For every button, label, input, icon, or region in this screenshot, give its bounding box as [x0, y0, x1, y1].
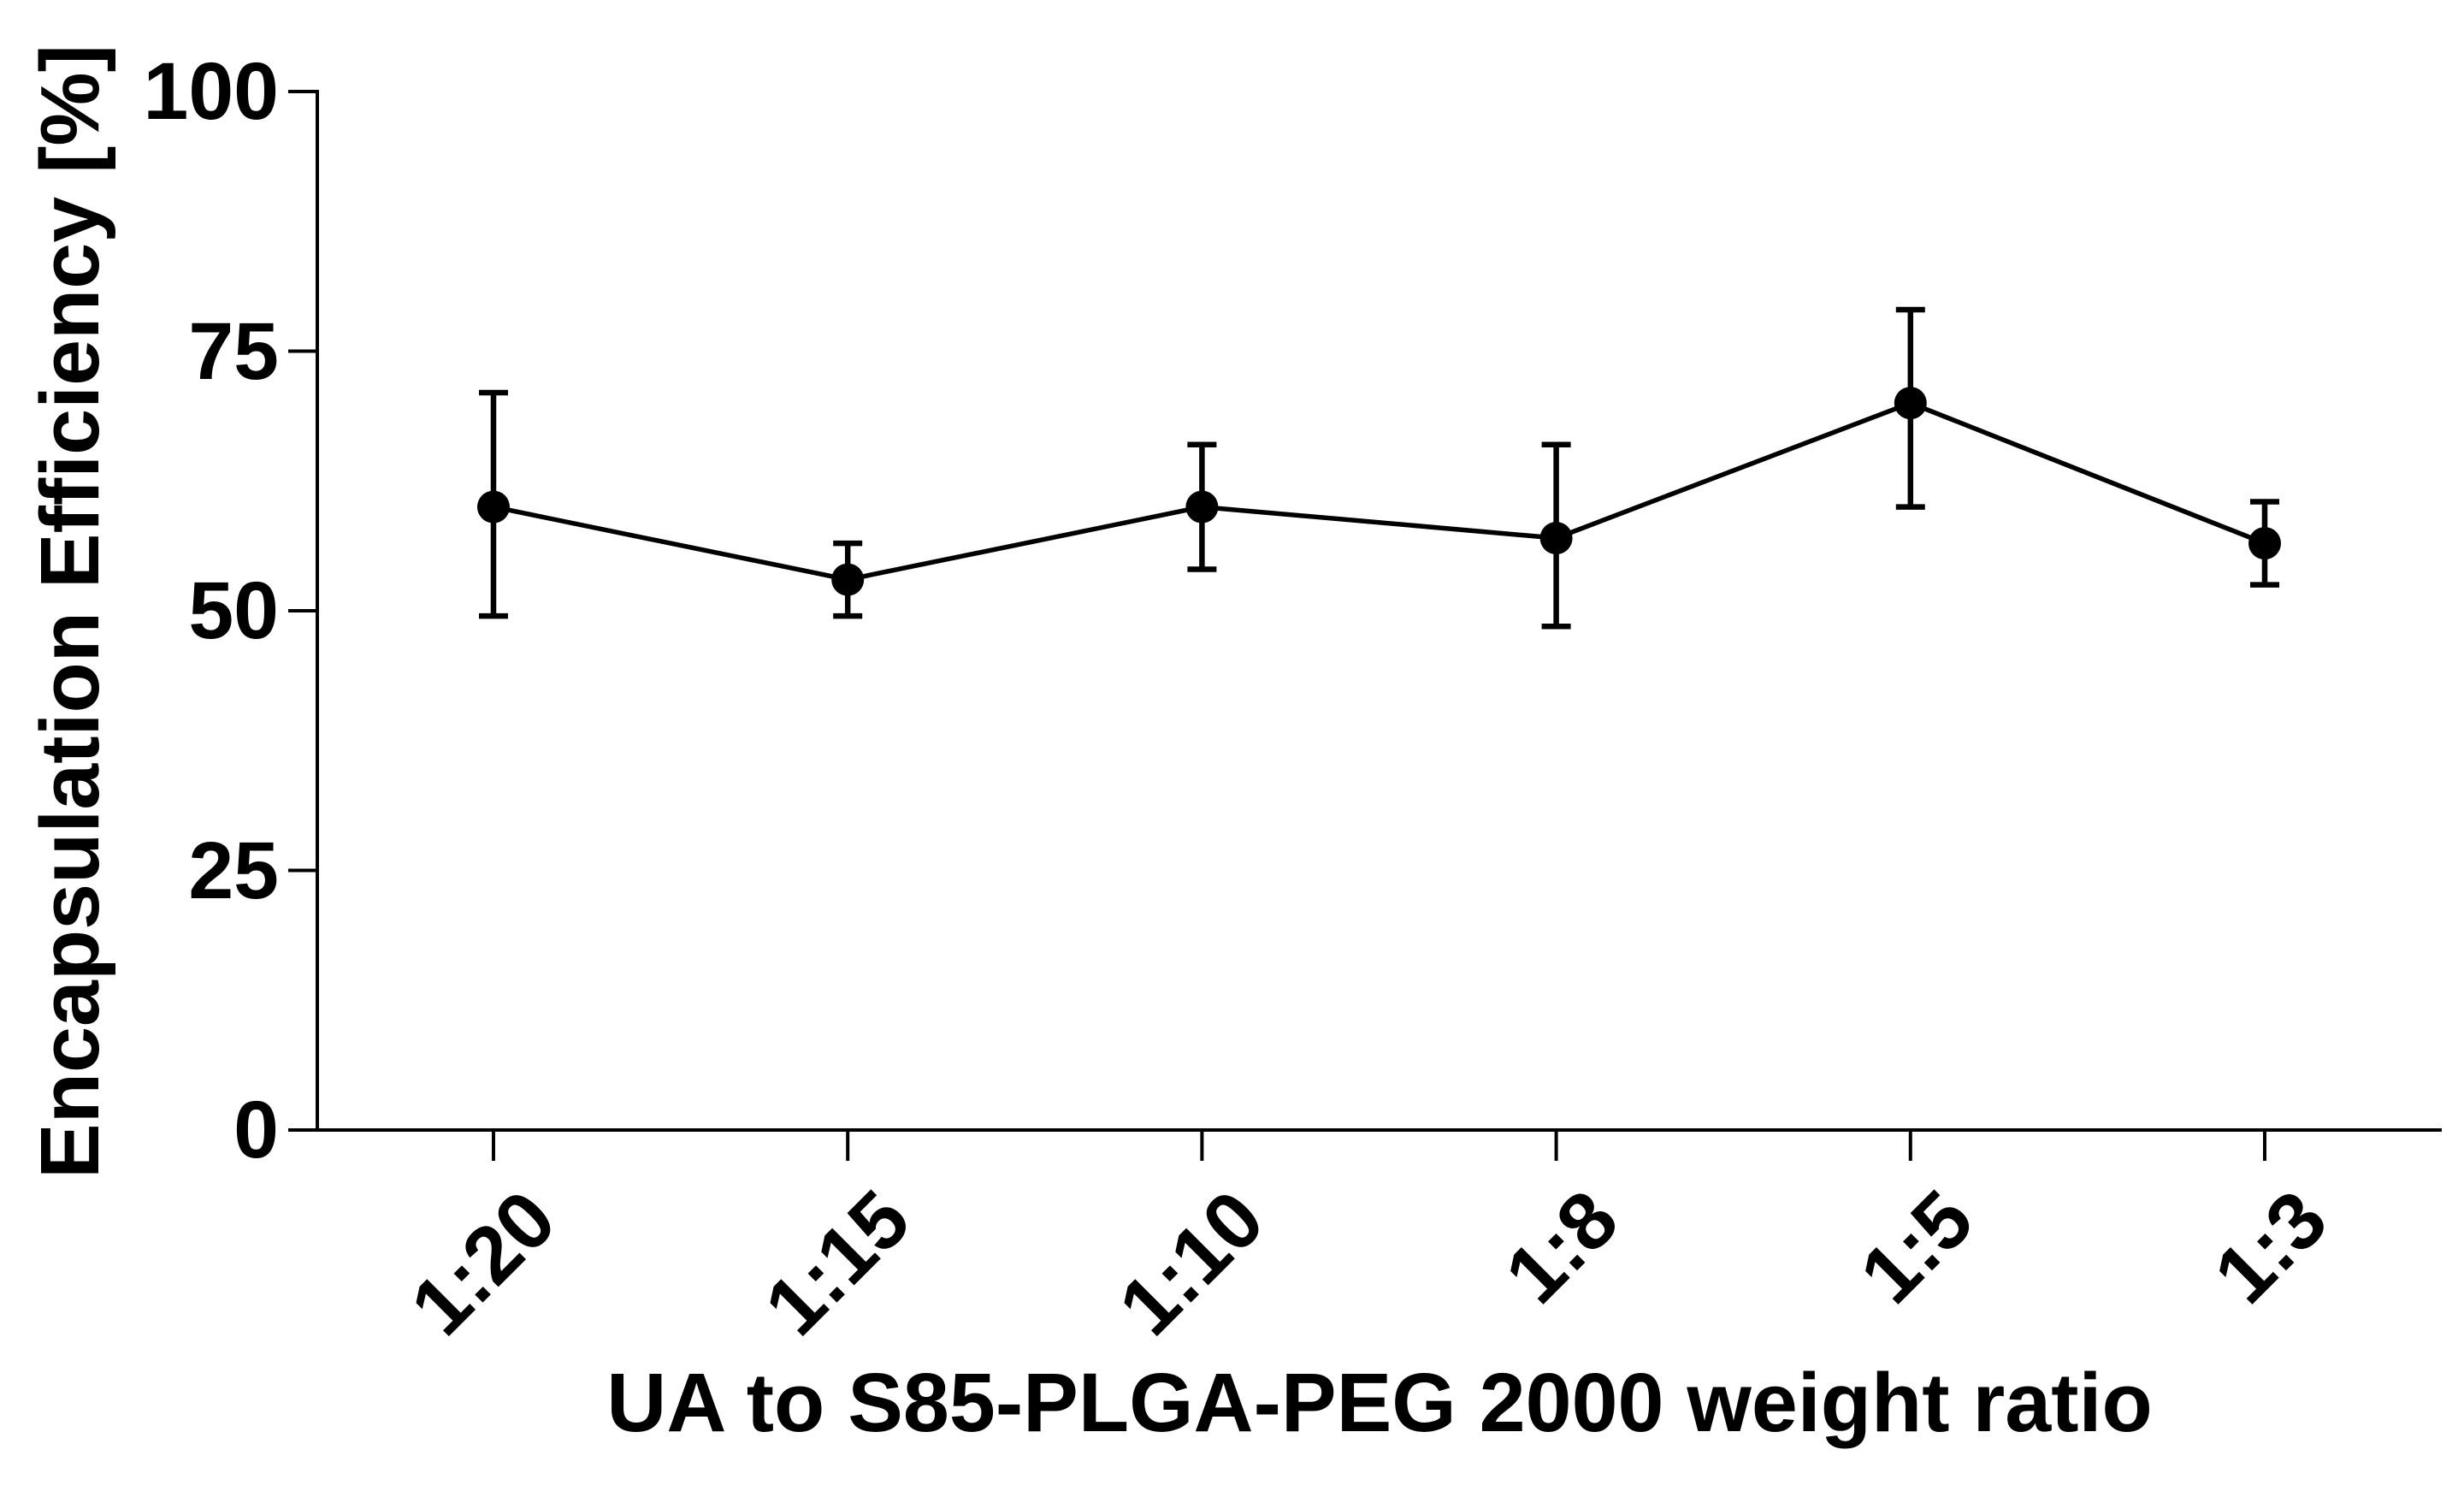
y-tick-label: 50 — [188, 565, 279, 656]
y-tick-label: 75 — [188, 305, 279, 397]
y-tick-label: 0 — [233, 1085, 279, 1175]
y-tick-label: 100 — [143, 46, 279, 137]
data-point-marker — [1185, 490, 1219, 524]
data-line — [493, 400, 2266, 583]
y-tick-label: 25 — [188, 825, 279, 916]
x-axis-title: UA to S85-PLGA-PEG 2000 weight ratio — [606, 1356, 2153, 1449]
data-point-marker — [2248, 527, 2281, 560]
data-point-marker — [1539, 522, 1573, 555]
data-point-marker — [831, 563, 865, 596]
data-point-marker — [1894, 387, 1927, 420]
y-axis-title: Encapsulation Efficiency [%] — [23, 44, 116, 1179]
data-point-marker — [477, 490, 510, 524]
